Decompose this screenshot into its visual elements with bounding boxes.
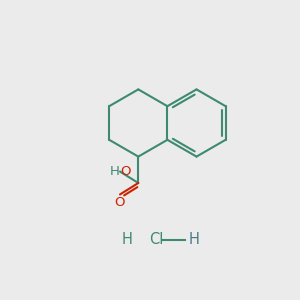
Text: H: H	[189, 232, 200, 247]
Text: O: O	[115, 196, 125, 209]
Text: H: H	[122, 232, 133, 247]
Text: O: O	[120, 165, 131, 178]
Text: Cl: Cl	[149, 232, 164, 247]
Text: H: H	[110, 165, 120, 178]
